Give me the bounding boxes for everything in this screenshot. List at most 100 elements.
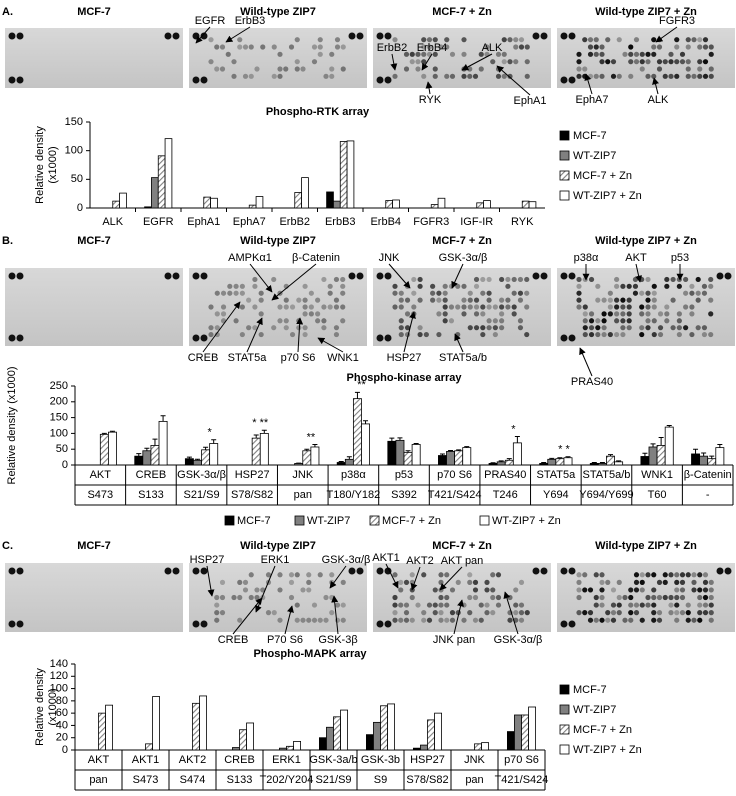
blot-spot: [601, 318, 607, 324]
y-tick-label: 100: [50, 682, 68, 694]
blot-spot: [473, 297, 480, 303]
blot-spot: [664, 311, 670, 317]
annotation: EphA1: [513, 95, 546, 107]
blot-spot: [582, 304, 588, 310]
error-bar: [413, 443, 419, 445]
blot-spot: [308, 290, 314, 296]
annotation-arrow: [232, 597, 263, 635]
y-tick-label: 20: [56, 732, 68, 744]
blot-spot: [340, 283, 346, 289]
blot-spot: [601, 325, 607, 331]
blot-spot: [398, 587, 404, 593]
blot-spot: [423, 331, 429, 338]
blot-spot: [208, 304, 214, 310]
blot-spot: [288, 44, 295, 50]
bar: [403, 451, 413, 466]
blot-spot: [315, 297, 321, 303]
bar: [239, 729, 247, 751]
blot-spot: [639, 66, 645, 72]
blot-spot: [444, 617, 450, 623]
blot-spot: [214, 325, 220, 331]
annotation: RYK: [419, 94, 442, 106]
y-tick-label: 150: [50, 412, 68, 424]
bar: [392, 199, 400, 209]
blot-spot: [403, 610, 410, 616]
blot-spot: [417, 283, 423, 289]
bar: [420, 744, 428, 751]
blot-spot: [478, 602, 484, 608]
blot-spot: [409, 617, 415, 623]
blot-spot: [467, 572, 473, 578]
blot-spot: [444, 602, 450, 608]
blot-spot: [486, 325, 492, 331]
annotation-arrow: [385, 563, 399, 589]
blot-spot: [645, 572, 651, 578]
blot-spot: [645, 51, 651, 57]
x-tick-sublabel: S133: [227, 774, 253, 786]
blot-spot: [582, 325, 588, 331]
blot-spot: [327, 304, 333, 310]
x-tick-label: β-Catenin: [684, 469, 732, 481]
blot-spot: [192, 567, 200, 575]
blot-spot: [639, 304, 645, 310]
y-axis-label: (x1000): [47, 688, 59, 725]
blot-spot: [587, 73, 594, 79]
blot-spot: [605, 579, 611, 585]
blot-spot: [532, 272, 540, 280]
blot-title: MCF-7: [77, 6, 111, 18]
blot-spot: [438, 594, 444, 601]
blot-spot: [288, 572, 295, 578]
blot-spot: [593, 51, 599, 57]
error-bar: [506, 458, 512, 461]
blot-spot: [172, 32, 180, 40]
blot-spot: [499, 297, 505, 303]
significance: **: [307, 431, 316, 443]
y-tick-label: 0: [62, 459, 68, 471]
blot-spot: [356, 567, 364, 575]
blot-spot: [614, 318, 620, 324]
blot-spot: [507, 59, 513, 65]
blot-spot: [436, 311, 442, 317]
blot-spot: [415, 66, 421, 72]
bar: [589, 463, 599, 466]
blot-spot: [265, 610, 272, 616]
blot-spot: [237, 37, 243, 43]
blot-spot: [260, 44, 266, 50]
blot-spot: [560, 76, 568, 84]
blot-spot: [622, 594, 628, 601]
blot-spot: [593, 572, 599, 578]
annotation: ALK: [482, 42, 503, 54]
blot-spot: [518, 579, 525, 585]
error-bar: [304, 448, 310, 451]
blot-spot: [214, 331, 220, 338]
annotation-arrow: [652, 77, 659, 95]
blot-spot: [616, 579, 622, 585]
blot-spot: [524, 304, 530, 310]
blot-spot: [329, 594, 335, 601]
blot-spot: [432, 587, 438, 593]
blot-spot: [254, 594, 260, 601]
blot-spot: [587, 587, 594, 593]
blot-spot: [576, 594, 582, 601]
blot-spot: [417, 297, 423, 303]
annotation-arrow: [421, 53, 433, 71]
blot-spot: [467, 594, 473, 601]
x-tick-sublabel: S78/S82: [231, 489, 273, 501]
blot-spot: [248, 44, 254, 50]
blot-spot: [587, 44, 594, 50]
bar: [361, 423, 370, 466]
blot-spot: [689, 283, 695, 289]
blot-spot: [384, 334, 392, 342]
blot-spot: [702, 44, 709, 50]
blot-spot: [227, 290, 233, 296]
blot-spot: [651, 331, 657, 338]
blot-spot: [599, 44, 605, 50]
blot-spot: [620, 297, 626, 303]
x-tick-label: JNK: [464, 754, 485, 766]
blot-spot: [639, 587, 645, 593]
blot-spot: [484, 579, 490, 585]
blot-spot: [411, 304, 417, 310]
blot-spot: [214, 594, 220, 601]
blot-spot: [392, 283, 398, 289]
error-bar: [608, 454, 614, 457]
